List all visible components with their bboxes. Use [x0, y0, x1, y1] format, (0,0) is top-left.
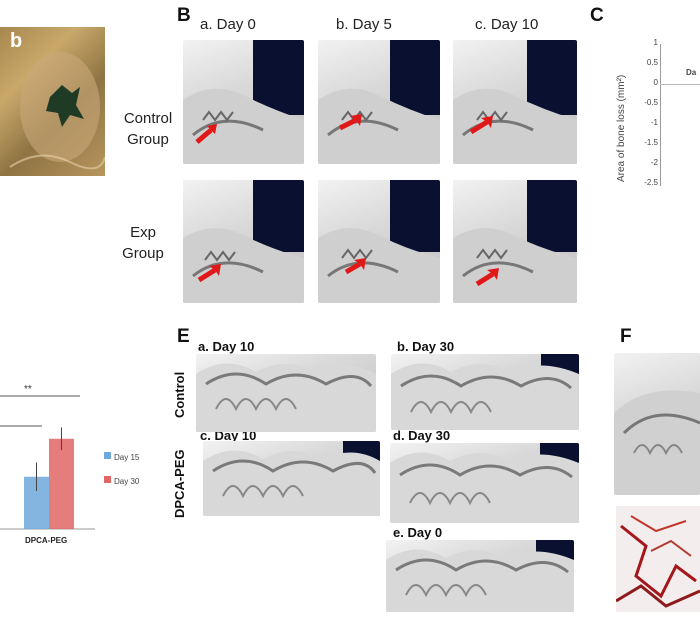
bar-day-30	[49, 438, 74, 529]
panel-D-legend: Day 15 Day 30	[104, 447, 139, 489]
panel-B-image-exp-day10	[453, 180, 577, 303]
panel-B-row-exp: Exp Group	[118, 222, 168, 264]
panel-B-day-10-label: c. Day 10	[475, 16, 539, 33]
panel-E-row-label-control: Control	[172, 371, 187, 418]
panel-C-yaxis	[660, 44, 661, 186]
panel-E-image-a	[196, 354, 376, 432]
legend-item-day30: Day 30	[104, 471, 139, 489]
skull-render	[183, 40, 304, 164]
legend-label: Day 30	[114, 477, 140, 486]
panel-E-label-d: d. Day 30	[393, 428, 451, 443]
panel-D-chart-svg: ** DPCA-PEG	[0, 384, 95, 545]
panel-b-letter: b	[10, 30, 23, 52]
panel-E-label-e: e. Day 0	[393, 525, 443, 540]
teeth-render	[614, 390, 700, 495]
panel-E-row-label-dpca-wrap: DPCA-PEG	[172, 449, 252, 534]
panel-C-tick: -1.5	[644, 138, 658, 147]
teeth-render	[386, 540, 574, 612]
panel-B-day-0-label: a. Day 0	[200, 16, 256, 33]
panel-E-label-b: b. Day 30	[397, 339, 455, 354]
panel-E-row-label-dpca: DPCA-PEG	[172, 449, 187, 518]
panel-C-tick: 0.5	[646, 58, 658, 67]
panel-E-image-e	[386, 540, 574, 612]
panel-C-tick: 0	[653, 78, 658, 87]
panel-b-photo: b	[0, 27, 105, 176]
vascular-render	[616, 515, 700, 608]
teeth-render	[390, 443, 579, 523]
row-label-line1: Exp	[130, 224, 156, 241]
significance-marker: **	[24, 384, 32, 395]
teeth-render	[196, 363, 376, 432]
panel-C-tick: 1	[653, 38, 658, 47]
panel-E-image-b	[391, 354, 579, 430]
bar-group	[24, 427, 74, 529]
skull-render	[453, 40, 577, 164]
panel-E-image-d	[390, 443, 579, 523]
skull-render	[318, 40, 440, 164]
panel-E-letter: E	[177, 326, 190, 347]
row-label-line1: Control	[123, 110, 173, 127]
panel-B-letter: B	[177, 5, 191, 26]
panel-C-tick: -2.5	[644, 178, 658, 187]
legend-label: Day 15	[114, 453, 140, 462]
panel-C-ylabel: Area of bone loss (mm²)	[616, 74, 627, 182]
panel-D-chart: ** DPCA-PEG	[0, 370, 160, 550]
panel-B-row-control: Control Group	[118, 108, 178, 150]
panel-B-image-exp-day0	[183, 180, 304, 303]
x-category-label: DPCA-PEG	[25, 536, 67, 545]
skull-render	[453, 180, 577, 303]
panel-C-ylabel-wrap: Area of bone loss (mm²)	[616, 75, 700, 196]
panel-C-tick: -1	[650, 118, 658, 127]
row-label-line2: Group	[122, 245, 164, 262]
panel-C-partial-label: Da	[686, 68, 697, 77]
skull-render	[318, 180, 440, 303]
panel-B-day-5-label: b. Day 5	[336, 16, 392, 33]
teeth-render	[203, 441, 380, 516]
skull-render	[183, 180, 304, 303]
legend-swatch-day30	[104, 476, 111, 484]
legend-item-day15: Day 15	[104, 447, 139, 465]
panel-B-image-control-day5	[318, 40, 440, 164]
panel-C-zero-line	[660, 84, 700, 85]
legend-swatch-day15	[104, 452, 111, 460]
panel-C-tick: -2	[650, 158, 658, 167]
panel-B-image-control-day0	[183, 40, 304, 164]
panel-B-image-exp-day5	[318, 180, 440, 303]
panel-B-image-control-day10	[453, 40, 577, 164]
panel-F-letter: F	[620, 326, 632, 347]
panel-C-letter: C	[590, 5, 604, 26]
panel-F-image-bottom	[616, 506, 700, 612]
panel-F-image-top	[614, 353, 700, 495]
row-label-line2: Group	[127, 131, 169, 148]
panel-E-image-c	[203, 441, 380, 516]
teeth-render	[391, 354, 579, 430]
panel-E-label-a: a. Day 10	[198, 339, 255, 354]
panel-C-tick: -0.5	[644, 98, 658, 107]
tissue-photo-illustration	[9, 52, 105, 170]
